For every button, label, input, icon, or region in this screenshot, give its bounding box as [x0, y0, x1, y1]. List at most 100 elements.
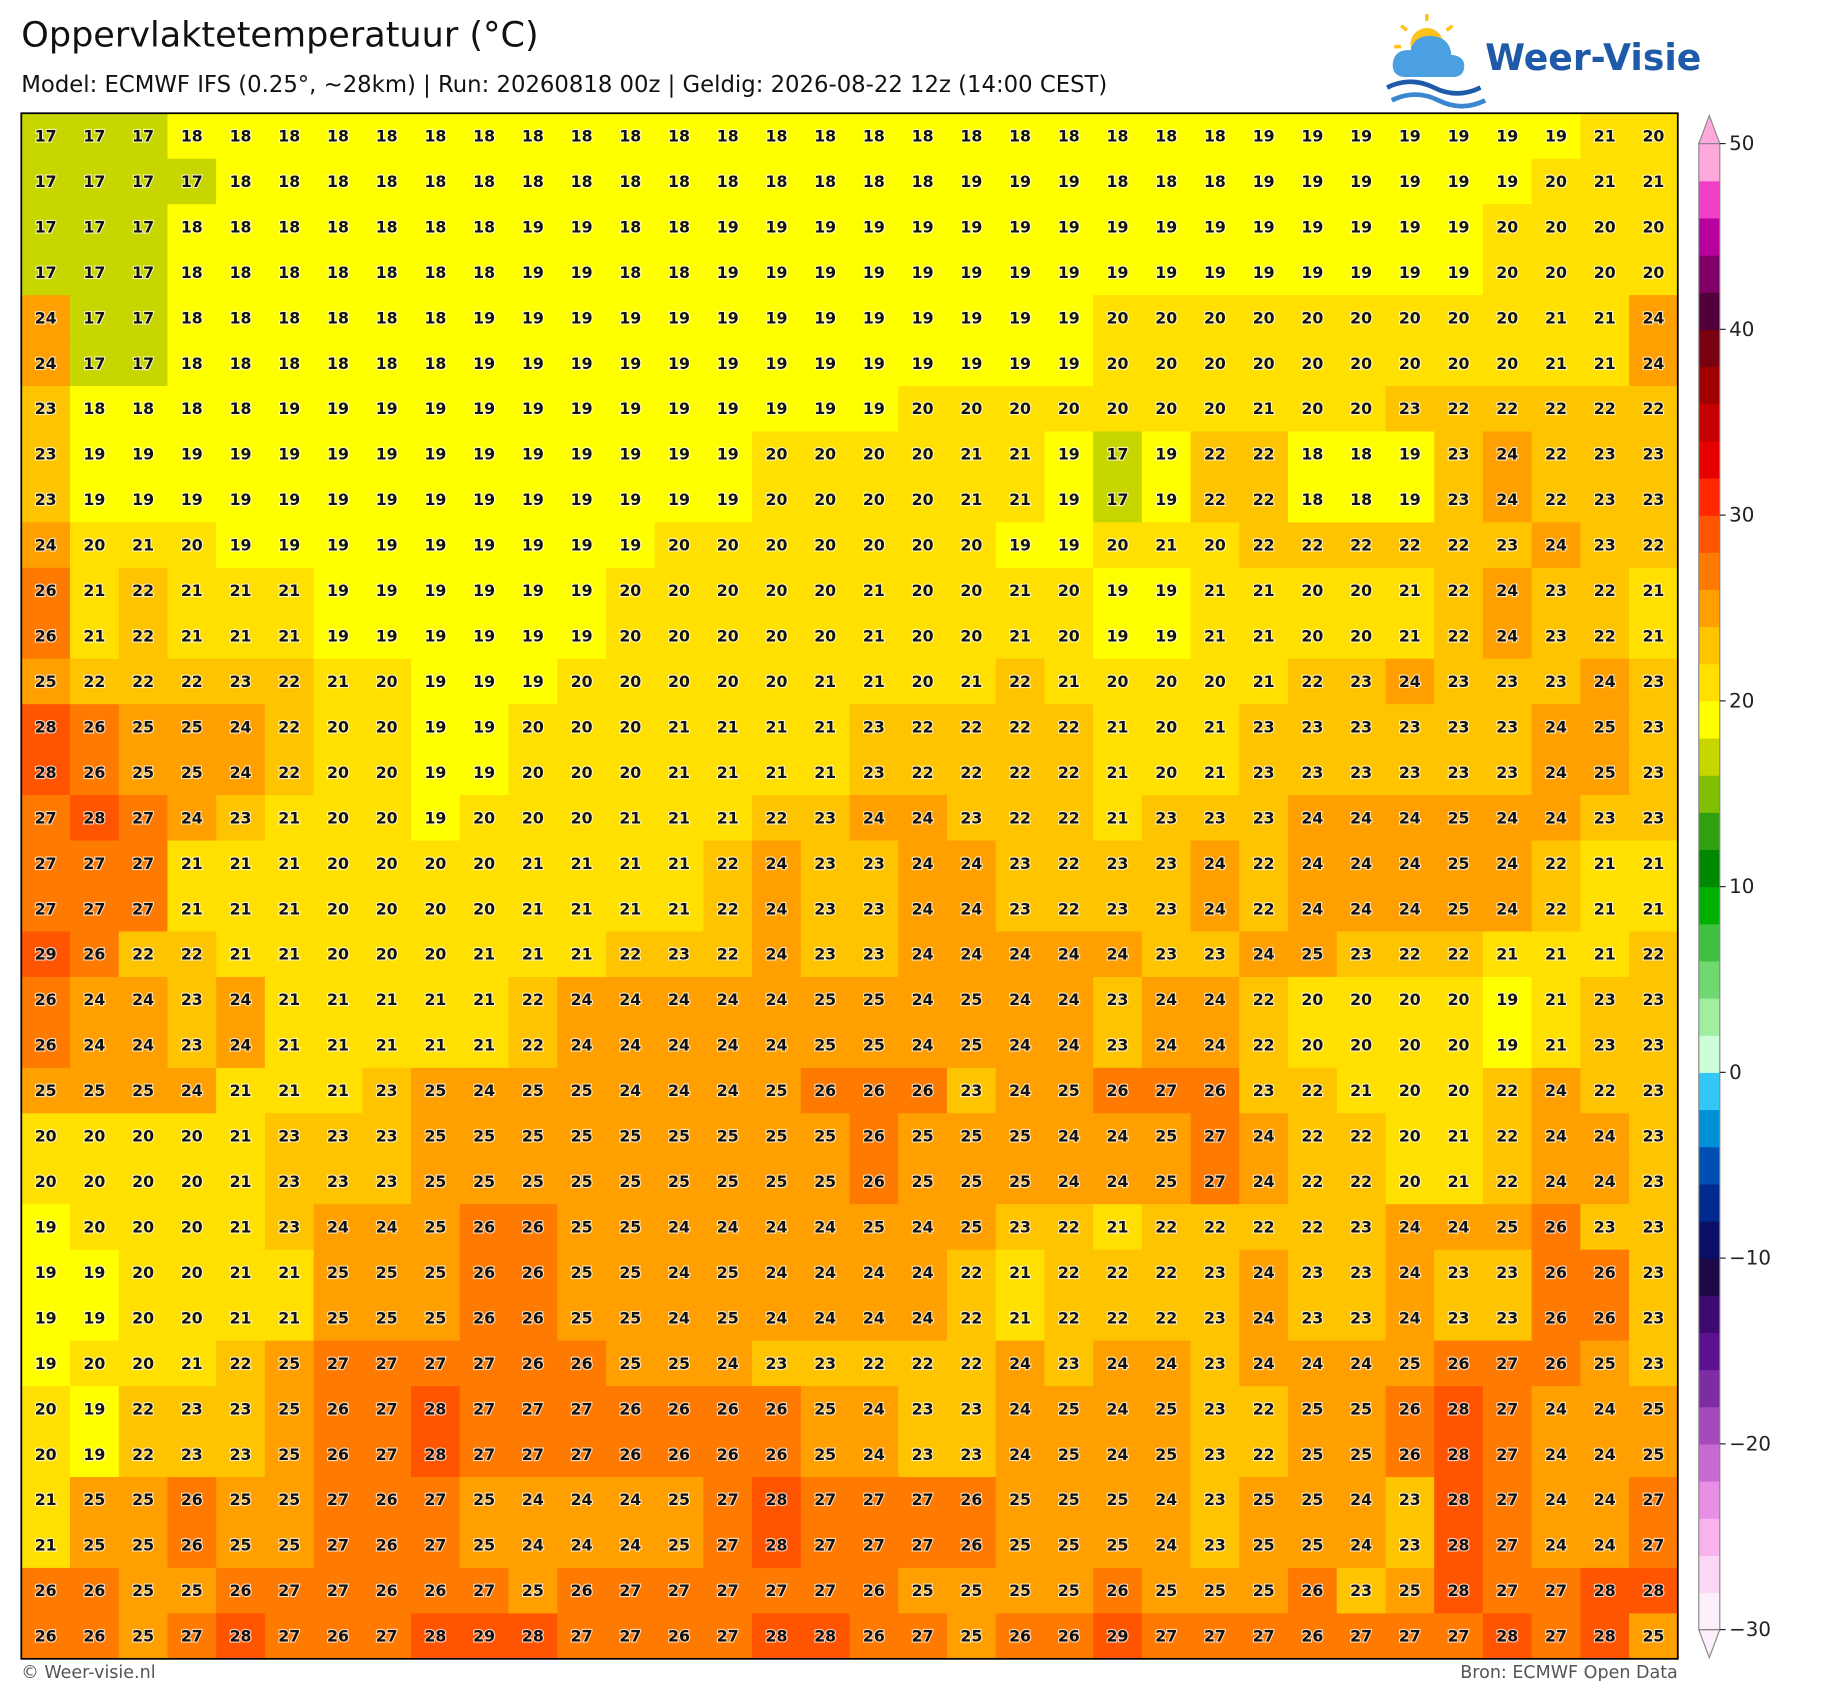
- temperature-value: 19: [766, 399, 788, 418]
- temperature-value: 23: [1301, 1263, 1323, 1282]
- temperature-value: 24: [1594, 1172, 1616, 1191]
- temperature-value: 20: [717, 536, 739, 555]
- temperature-cell: [557, 1476, 607, 1524]
- temperature-cell: [898, 613, 948, 660]
- temperature-value: 21: [863, 672, 885, 691]
- temperature-cell: [1385, 1249, 1435, 1296]
- temperature-value: 25: [1009, 1490, 1031, 1509]
- temperature-cell: [459, 1567, 510, 1615]
- temperature-value: 27: [132, 899, 154, 918]
- temperature-cell: [703, 1340, 753, 1387]
- temperature-cell: [849, 431, 899, 478]
- temperature-cell: [800, 1476, 851, 1524]
- temperature-value: 25: [1058, 1536, 1080, 1555]
- temperature-cell: [216, 749, 266, 796]
- temperature-value: 19: [1009, 217, 1031, 236]
- temperature-value: 21: [35, 1536, 57, 1555]
- temperature-value: 23: [1545, 627, 1567, 646]
- temperature-value: 25: [571, 1263, 593, 1282]
- temperature-cell: [1190, 1249, 1241, 1296]
- temperature-value: 21: [230, 1263, 252, 1282]
- temperature-value: 19: [83, 490, 105, 509]
- temperature-value: 20: [571, 808, 593, 827]
- temperature-value: 18: [83, 399, 105, 418]
- temperature-cell: [70, 385, 120, 433]
- temperature-value: 20: [1496, 217, 1518, 236]
- temperature-value: 21: [522, 945, 544, 964]
- temperature-value: 22: [1253, 490, 1275, 509]
- temperature-value: 21: [1009, 1263, 1031, 1282]
- temperature-cell: [459, 340, 510, 387]
- temperature-value: 19: [619, 399, 641, 418]
- temperature-cell: [1434, 886, 1484, 933]
- temperature-cell: [70, 249, 120, 296]
- temperature-cell: [264, 522, 315, 569]
- temperature-value: 23: [1642, 1036, 1664, 1055]
- temperature-cell: [849, 1476, 899, 1524]
- temperature-cell: [557, 840, 607, 887]
- temperature-value: 18: [717, 172, 739, 191]
- temperature-cell: [1434, 1522, 1484, 1569]
- temperature-value: 24: [1253, 1127, 1275, 1146]
- temperature-cell: [752, 886, 802, 933]
- temperature-value: 22: [1253, 1399, 1275, 1418]
- temperature-value: 20: [1301, 308, 1323, 327]
- temperature-cell: [557, 295, 607, 342]
- temperature-value: 24: [814, 1217, 836, 1236]
- temperature-value: 20: [1301, 354, 1323, 373]
- temperature-value: 21: [230, 627, 252, 646]
- temperature-cell: [557, 1386, 607, 1433]
- colorbar-bin: [1698, 292, 1720, 330]
- temperature-value: 19: [522, 399, 544, 418]
- temperature-value: 22: [132, 1399, 154, 1418]
- temperature-value: 19: [571, 308, 593, 327]
- temperature-cell: [654, 1249, 705, 1296]
- temperature-cell: [898, 1386, 948, 1433]
- temperature-value: 17: [83, 172, 105, 191]
- temperature-value: 20: [1301, 581, 1323, 600]
- temperature-cell: [800, 295, 851, 342]
- temperature-cell: [849, 1431, 899, 1478]
- temperature-cell: [1288, 522, 1338, 569]
- temperature-value: 22: [1594, 399, 1616, 418]
- temperature-cell: [605, 795, 656, 842]
- temperature-cell: [752, 976, 802, 1024]
- temperature-cell: [313, 1340, 364, 1387]
- temperature-value: 19: [473, 763, 495, 782]
- temperature-cell: [703, 431, 753, 478]
- temperature-value: 23: [1594, 1036, 1616, 1055]
- temperature-cell: [1482, 1113, 1533, 1160]
- temperature-cell: [1580, 1204, 1630, 1251]
- temperature-value: 25: [1448, 899, 1470, 918]
- temperature-value: 20: [376, 808, 398, 827]
- temperature-cell: [1434, 1295, 1484, 1342]
- temperature-value: 25: [960, 1172, 982, 1191]
- temperature-cell: [1482, 1022, 1533, 1069]
- temperature-cell: [605, 522, 656, 569]
- temperature-cell: [1580, 886, 1630, 933]
- temperature-cell: [605, 567, 656, 614]
- temperature-value: 25: [619, 1263, 641, 1282]
- temperature-value: 20: [814, 627, 836, 646]
- temperature-value: 20: [1155, 763, 1177, 782]
- temperature-value: 19: [1350, 126, 1372, 145]
- temperature-value: 24: [1107, 1354, 1129, 1373]
- temperature-cell: [1531, 340, 1582, 387]
- temperature-cell: [1141, 385, 1192, 433]
- temperature-value: 22: [1009, 808, 1031, 827]
- temperature-cell: [703, 931, 753, 978]
- temperature-cell: [1629, 1522, 1679, 1569]
- temperature-value: 26: [327, 1399, 349, 1418]
- temperature-value: 22: [1350, 1172, 1372, 1191]
- temperature-cell: [1288, 931, 1338, 978]
- temperature-value: 28: [35, 763, 57, 782]
- temperature-cell: [264, 1158, 315, 1205]
- temperature-value: 19: [83, 1263, 105, 1282]
- temperature-cell: [1141, 340, 1192, 387]
- temperature-cell: [216, 1158, 266, 1205]
- temperature-value: 19: [814, 263, 836, 282]
- temperature-value: 20: [1155, 672, 1177, 691]
- temperature-cell: [459, 1295, 510, 1342]
- temperature-value: 23: [35, 445, 57, 464]
- temperature-cell: [1239, 1567, 1289, 1615]
